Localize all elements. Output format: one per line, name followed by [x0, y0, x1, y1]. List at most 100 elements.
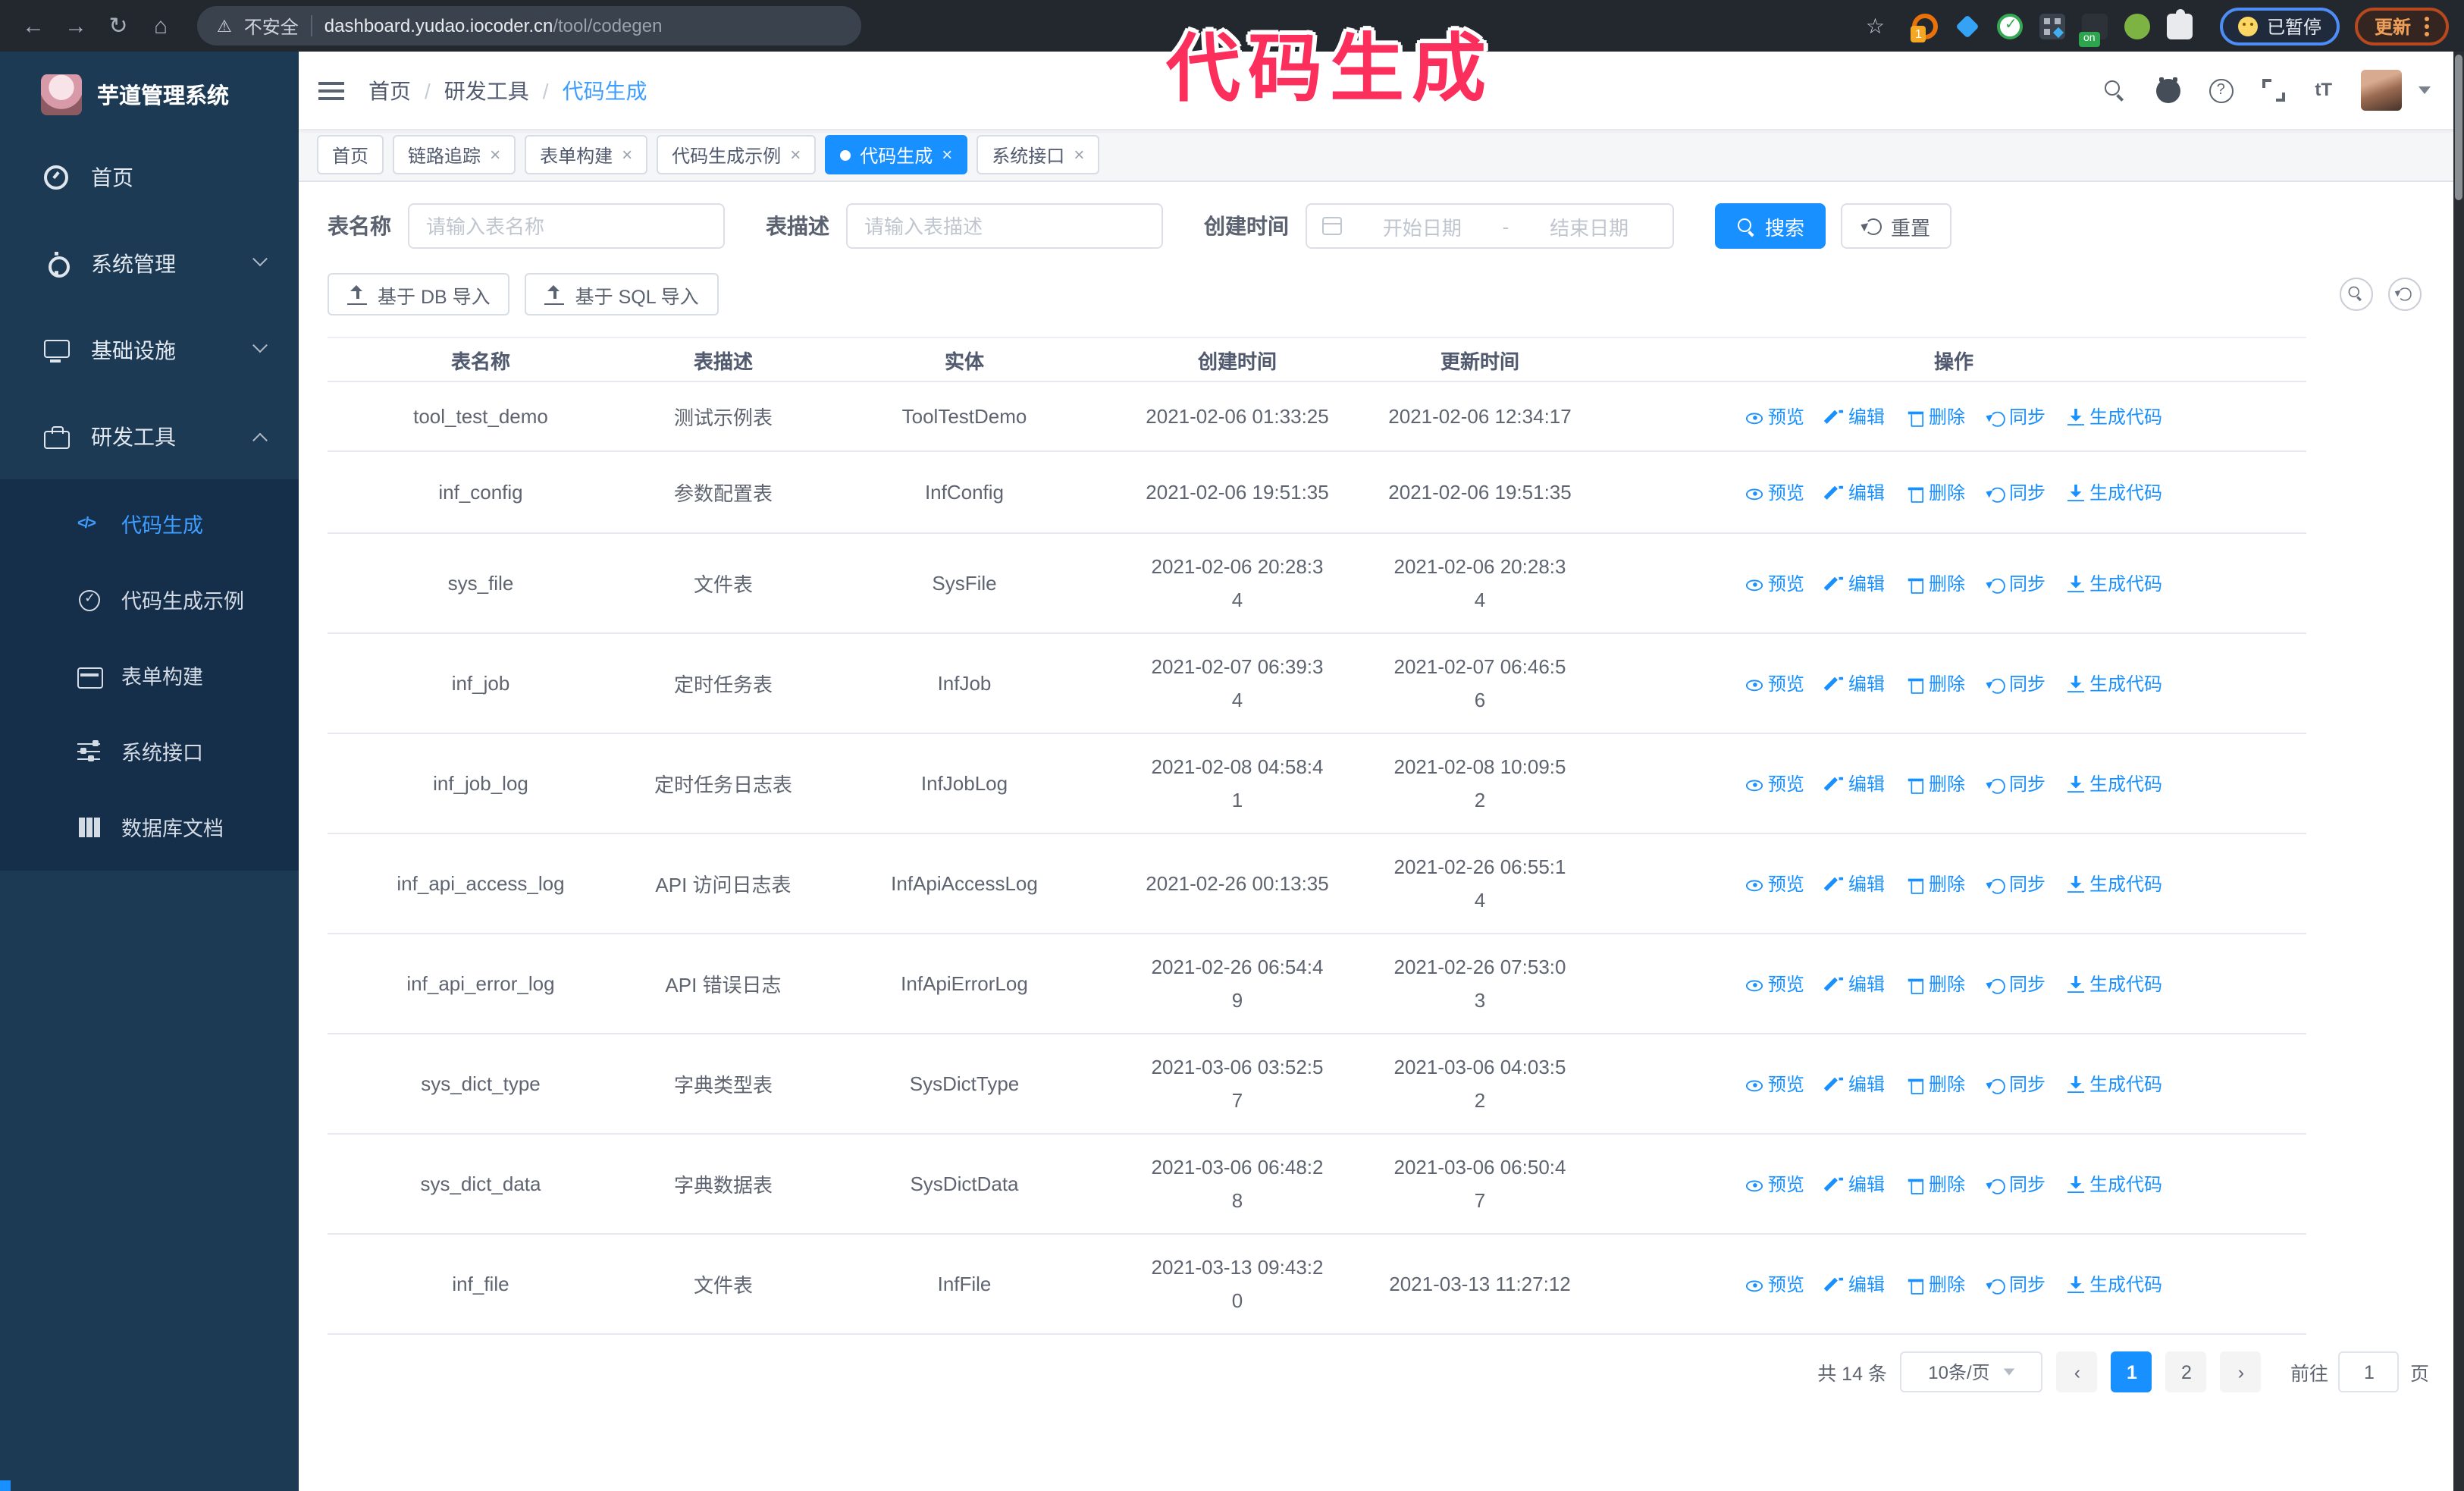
goto-page-input[interactable]: [2338, 1351, 2400, 1392]
tab-codegen[interactable]: 代码生成 ×: [825, 135, 968, 174]
sync-link[interactable]: 同步: [1986, 1071, 2045, 1097]
sync-link[interactable]: 同步: [1986, 670, 2045, 696]
tab-home[interactable]: 首页: [317, 135, 384, 174]
delete-link[interactable]: 删除: [1906, 971, 1965, 997]
edit-link[interactable]: 编辑: [1826, 670, 1885, 696]
extension-icon-check[interactable]: [1996, 13, 2023, 39]
edit-link[interactable]: 编辑: [1826, 1171, 1885, 1197]
sync-link[interactable]: 同步: [1986, 403, 2045, 429]
reload-icon[interactable]: ↻: [108, 14, 128, 39]
breadcrumb-home[interactable]: 首页: [368, 78, 411, 102]
table-name-field[interactable]: [426, 215, 707, 237]
close-icon[interactable]: ×: [942, 144, 953, 165]
edit-link[interactable]: 编辑: [1826, 1271, 1885, 1297]
help-icon[interactable]: [2209, 78, 2234, 102]
delete-link[interactable]: 删除: [1906, 1271, 1965, 1297]
close-icon[interactable]: ×: [622, 144, 633, 165]
fullscreen-icon[interactable]: [2262, 78, 2286, 102]
forward-icon[interactable]: →: [64, 13, 87, 39]
date-range-picker[interactable]: 开始日期 - 结束日期: [1306, 203, 1674, 249]
address-bar[interactable]: ⚠ 不安全 dashboard.yudao.iocoder.cn/tool/co…: [197, 6, 861, 46]
extension-icon-green[interactable]: [2124, 13, 2150, 39]
sidebar-item-devtools[interactable]: 研发工具: [0, 393, 299, 479]
preview-link[interactable]: 预览: [1745, 570, 1804, 596]
generate-code-link[interactable]: 生成代码: [2067, 971, 2162, 997]
delete-link[interactable]: 删除: [1906, 403, 1965, 429]
end-date-placeholder[interactable]: 结束日期: [1550, 216, 1629, 239]
tab-system-api[interactable]: 系统接口 ×: [977, 135, 1100, 174]
page-button-1[interactable]: 1: [2111, 1351, 2152, 1392]
generate-code-link[interactable]: 生成代码: [2067, 479, 2162, 505]
user-menu[interactable]: [2361, 70, 2431, 111]
edit-link[interactable]: 编辑: [1826, 871, 1885, 896]
generate-code-link[interactable]: 生成代码: [2067, 570, 2162, 596]
generate-code-link[interactable]: 生成代码: [2067, 871, 2162, 896]
extension-icon-grid[interactable]: [2039, 13, 2065, 39]
close-icon[interactable]: ×: [790, 144, 801, 165]
generate-code-link[interactable]: 生成代码: [2067, 670, 2162, 696]
start-date-placeholder[interactable]: 开始日期: [1382, 216, 1462, 239]
extension-icon-switch[interactable]: on: [2078, 13, 2108, 46]
prev-page-button[interactable]: ‹: [2056, 1351, 2098, 1392]
delete-link[interactable]: 删除: [1906, 479, 1965, 505]
sidebar-item-form-builder[interactable]: 表单构建: [0, 637, 299, 713]
search-icon[interactable]: [2102, 78, 2127, 102]
toggle-search-button[interactable]: [2340, 278, 2373, 311]
hamburger-icon[interactable]: [318, 81, 344, 99]
delete-link[interactable]: 删除: [1906, 670, 1965, 696]
delete-link[interactable]: 删除: [1906, 771, 1965, 796]
scrollbar-thumb[interactable]: [2455, 55, 2462, 200]
sync-link[interactable]: 同步: [1986, 479, 2045, 505]
preview-link[interactable]: 预览: [1745, 670, 1804, 696]
paused-badge[interactable]: 已暂停: [2219, 7, 2340, 45]
font-size-icon[interactable]: tT: [2315, 78, 2332, 99]
update-button[interactable]: 更新: [2354, 7, 2449, 45]
tab-codegen-demo[interactable]: 代码生成示例 ×: [657, 135, 817, 174]
extension-icon-gem[interactable]: [1955, 13, 1980, 39]
edit-link[interactable]: 编辑: [1826, 971, 1885, 997]
preview-link[interactable]: 预览: [1745, 479, 1804, 505]
page-size-select[interactable]: 10条/页: [1900, 1351, 2043, 1392]
table-desc-input[interactable]: [846, 203, 1163, 249]
edit-link[interactable]: 编辑: [1826, 403, 1885, 429]
app-logo[interactable]: 芋道管理系统: [0, 52, 299, 133]
sidebar-item-infra[interactable]: 基础设施: [0, 306, 299, 393]
edit-link[interactable]: 编辑: [1826, 479, 1885, 505]
bookmark-star-icon[interactable]: ☆: [1865, 13, 1885, 37]
preview-link[interactable]: 预览: [1745, 403, 1804, 429]
sync-link[interactable]: 同步: [1986, 771, 2045, 796]
edit-link[interactable]: 编辑: [1826, 570, 1885, 596]
delete-link[interactable]: 删除: [1906, 871, 1965, 896]
reset-button[interactable]: 重置: [1841, 203, 1952, 249]
extension-icon-orange[interactable]: 1: [1910, 13, 1938, 42]
delete-link[interactable]: 删除: [1906, 1171, 1965, 1197]
close-icon[interactable]: ×: [490, 144, 501, 165]
sync-link[interactable]: 同步: [1986, 1171, 2045, 1197]
table-name-input[interactable]: [408, 203, 725, 249]
preview-link[interactable]: 预览: [1745, 1271, 1804, 1297]
sidebar-item-home[interactable]: 首页: [0, 133, 299, 220]
sync-link[interactable]: 同步: [1986, 971, 2045, 997]
preview-link[interactable]: 预览: [1745, 771, 1804, 796]
back-icon[interactable]: ←: [22, 13, 45, 39]
window-scrollbar[interactable]: [2453, 52, 2464, 1491]
github-icon[interactable]: [2155, 77, 2180, 102]
next-page-button[interactable]: ›: [2220, 1351, 2262, 1392]
sidebar-item-system-api[interactable]: 系统接口: [0, 713, 299, 789]
sync-link[interactable]: 同步: [1986, 1271, 2045, 1297]
search-button[interactable]: 搜索: [1715, 203, 1826, 249]
delete-link[interactable]: 删除: [1906, 570, 1965, 596]
refresh-table-button[interactable]: [2388, 278, 2422, 311]
close-icon[interactable]: ×: [1074, 144, 1085, 165]
sidebar-item-system[interactable]: 系统管理: [0, 220, 299, 306]
table-desc-field[interactable]: [864, 215, 1145, 237]
sidebar-item-codegen-demo[interactable]: 代码生成示例: [0, 561, 299, 637]
sidebar-item-db-docs[interactable]: 数据库文档: [0, 789, 299, 865]
generate-code-link[interactable]: 生成代码: [2067, 1271, 2162, 1297]
import-db-button[interactable]: 基于 DB 导入: [328, 273, 510, 315]
tab-trace[interactable]: 链路追踪 ×: [393, 135, 516, 174]
sidebar-item-codegen[interactable]: </> 代码生成: [0, 485, 299, 561]
sync-link[interactable]: 同步: [1986, 570, 2045, 596]
preview-link[interactable]: 预览: [1745, 1071, 1804, 1097]
home-icon[interactable]: ⌂: [153, 13, 168, 39]
